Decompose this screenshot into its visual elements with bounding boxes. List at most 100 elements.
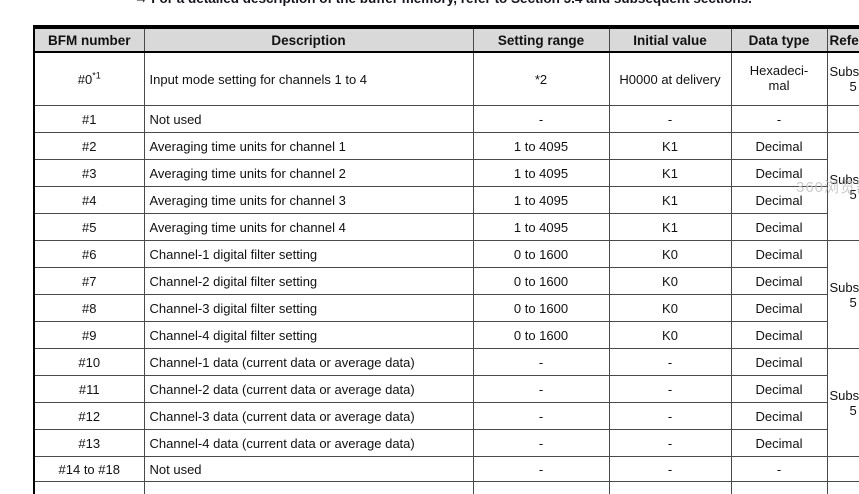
bfm-cell: #1 (34, 106, 144, 133)
description-cell: Averaging time units for channel 4 (144, 214, 473, 241)
bfm-table: BFM number Description Setting range Ini… (33, 25, 859, 494)
setting-range-cell: 1 to 4095 (473, 133, 609, 160)
table-row: #0*1 Input mode setting for channels 1 t… (34, 52, 859, 106)
setting-range-cell: 1 to 4095 (473, 214, 609, 241)
description-cell: Not used (144, 457, 473, 482)
bfm-cell: #5 (34, 214, 144, 241)
data-type-cell: - (731, 106, 827, 133)
description-cell: Channel-3 digital filter setting (144, 295, 473, 322)
table-row: #10 Channel-1 data (current data or aver… (34, 349, 859, 376)
description-cell: Channel-1 data (current data or average … (144, 349, 473, 376)
bfm-cell (34, 482, 144, 494)
table-row: #3 Averaging time units for channel 2 1 … (34, 160, 859, 187)
setting-range-cell: - (473, 430, 609, 457)
initial-value-cell: - (609, 349, 731, 376)
description-cell (144, 482, 473, 494)
data-type-cell: Decimal (731, 349, 827, 376)
bfm-cell: #14 to #18 (34, 457, 144, 482)
setting-range-cell: 0 to 1600 (473, 322, 609, 349)
data-type-cell: Decimal (731, 133, 827, 160)
initial-value-cell: K1 (609, 187, 731, 214)
data-type-cell: Decimal (731, 376, 827, 403)
bfm-cell: #6 (34, 241, 144, 268)
reference-text: Subsection (828, 172, 859, 187)
reference-cell (827, 482, 859, 494)
reference-section: 5 (828, 403, 859, 418)
description-cell: Channel-3 data (current data or average … (144, 403, 473, 430)
reference-cell: Subsection5 (827, 349, 859, 457)
bfm-number: #0 (78, 72, 92, 87)
reference-section: 5 (828, 79, 859, 94)
table-header-row: BFM number Description Setting range Ini… (34, 27, 859, 52)
reference-cell: Subsection5 (827, 133, 859, 241)
reference-cell: Subsection5 (827, 241, 859, 349)
data-type-cell: Decimal (731, 430, 827, 457)
table-row: #4 Averaging time units for channel 3 1 … (34, 187, 859, 214)
reference-cell (827, 106, 859, 133)
setting-range-cell: - (473, 457, 609, 482)
data-type-cell: Decimal (731, 214, 827, 241)
setting-range-cell: 0 to 1600 (473, 241, 609, 268)
bfm-cell: #13 (34, 430, 144, 457)
initial-value-cell (609, 482, 731, 494)
data-type-cell: Decimal (731, 160, 827, 187)
bfm-cell: #7 (34, 268, 144, 295)
description-cell: Averaging time units for channel 2 (144, 160, 473, 187)
table-row: #2 Averaging time units for channel 1 1 … (34, 133, 859, 160)
description-cell: Not used (144, 106, 473, 133)
setting-range-cell: 0 to 1600 (473, 295, 609, 322)
bfm-cell: #12 (34, 403, 144, 430)
data-type-cell: Decimal (731, 322, 827, 349)
table-row: #1 Not used - - - (34, 106, 859, 133)
description-cell: Input mode setting for channels 1 to 4 (144, 52, 473, 106)
reference-text: Subsection (828, 64, 859, 79)
data-type-cell: - (731, 457, 827, 482)
setting-range-cell: *2 (473, 52, 609, 106)
bfm-cell: #10 (34, 349, 144, 376)
setting-range-cell: - (473, 349, 609, 376)
initial-value-cell: K0 (609, 241, 731, 268)
description-cell: Channel-4 data (current data or average … (144, 430, 473, 457)
table-row: #7 Channel-2 digital filter setting 0 to… (34, 268, 859, 295)
initial-value-cell: - (609, 403, 731, 430)
description-cell: Averaging time units for channel 3 (144, 187, 473, 214)
data-type-cell: Decimal (731, 403, 827, 430)
setting-range-cell: 1 to 4095 (473, 160, 609, 187)
col-header-description: Description (144, 27, 473, 52)
data-type-cell (731, 482, 827, 494)
table-row: #11 Channel-2 data (current data or aver… (34, 376, 859, 403)
initial-value-cell: K0 (609, 268, 731, 295)
bfm-cell: #0*1 (34, 52, 144, 106)
table-row: #5 Averaging time units for channel 4 1 … (34, 214, 859, 241)
bfm-cell: #4 (34, 187, 144, 214)
reference-cell: Subsection5 (827, 52, 859, 106)
table-row: #14 to #18 Not used - - - (34, 457, 859, 482)
data-type-cell: Decimal (731, 295, 827, 322)
table-row: #8 Channel-3 digital filter setting 0 to… (34, 295, 859, 322)
col-header-setting-range: Setting range (473, 27, 609, 52)
reference-cell (827, 457, 859, 482)
data-type-cell: Decimal (731, 187, 827, 214)
col-header-data-type: Data type (731, 27, 827, 52)
col-header-bfm-number: BFM number (34, 27, 144, 52)
initial-value-cell: K1 (609, 133, 731, 160)
cross-reference-note: → For a detailed description of the buff… (134, 0, 752, 6)
description-cell: Channel-2 digital filter setting (144, 268, 473, 295)
reference-section: 5 (828, 187, 859, 202)
data-type-cell: Decimal (731, 268, 827, 295)
bfm-cell: #11 (34, 376, 144, 403)
data-type-cell: Hexadeci- mal (731, 52, 827, 106)
initial-value-cell: K1 (609, 214, 731, 241)
table-row: #6 Channel-1 digital filter setting 0 to… (34, 241, 859, 268)
description-cell: Channel-4 digital filter setting (144, 322, 473, 349)
bfm-cell: #8 (34, 295, 144, 322)
setting-range-cell (473, 482, 609, 494)
table-row-clipped (34, 482, 859, 494)
col-header-reference: Reference (827, 27, 859, 52)
setting-range-cell: - (473, 106, 609, 133)
initial-value-cell: - (609, 430, 731, 457)
reference-text: Subsection (828, 280, 859, 295)
description-cell: Channel-2 data (current data or average … (144, 376, 473, 403)
reference-text: Subsection (828, 388, 859, 403)
bfm-cell: #3 (34, 160, 144, 187)
